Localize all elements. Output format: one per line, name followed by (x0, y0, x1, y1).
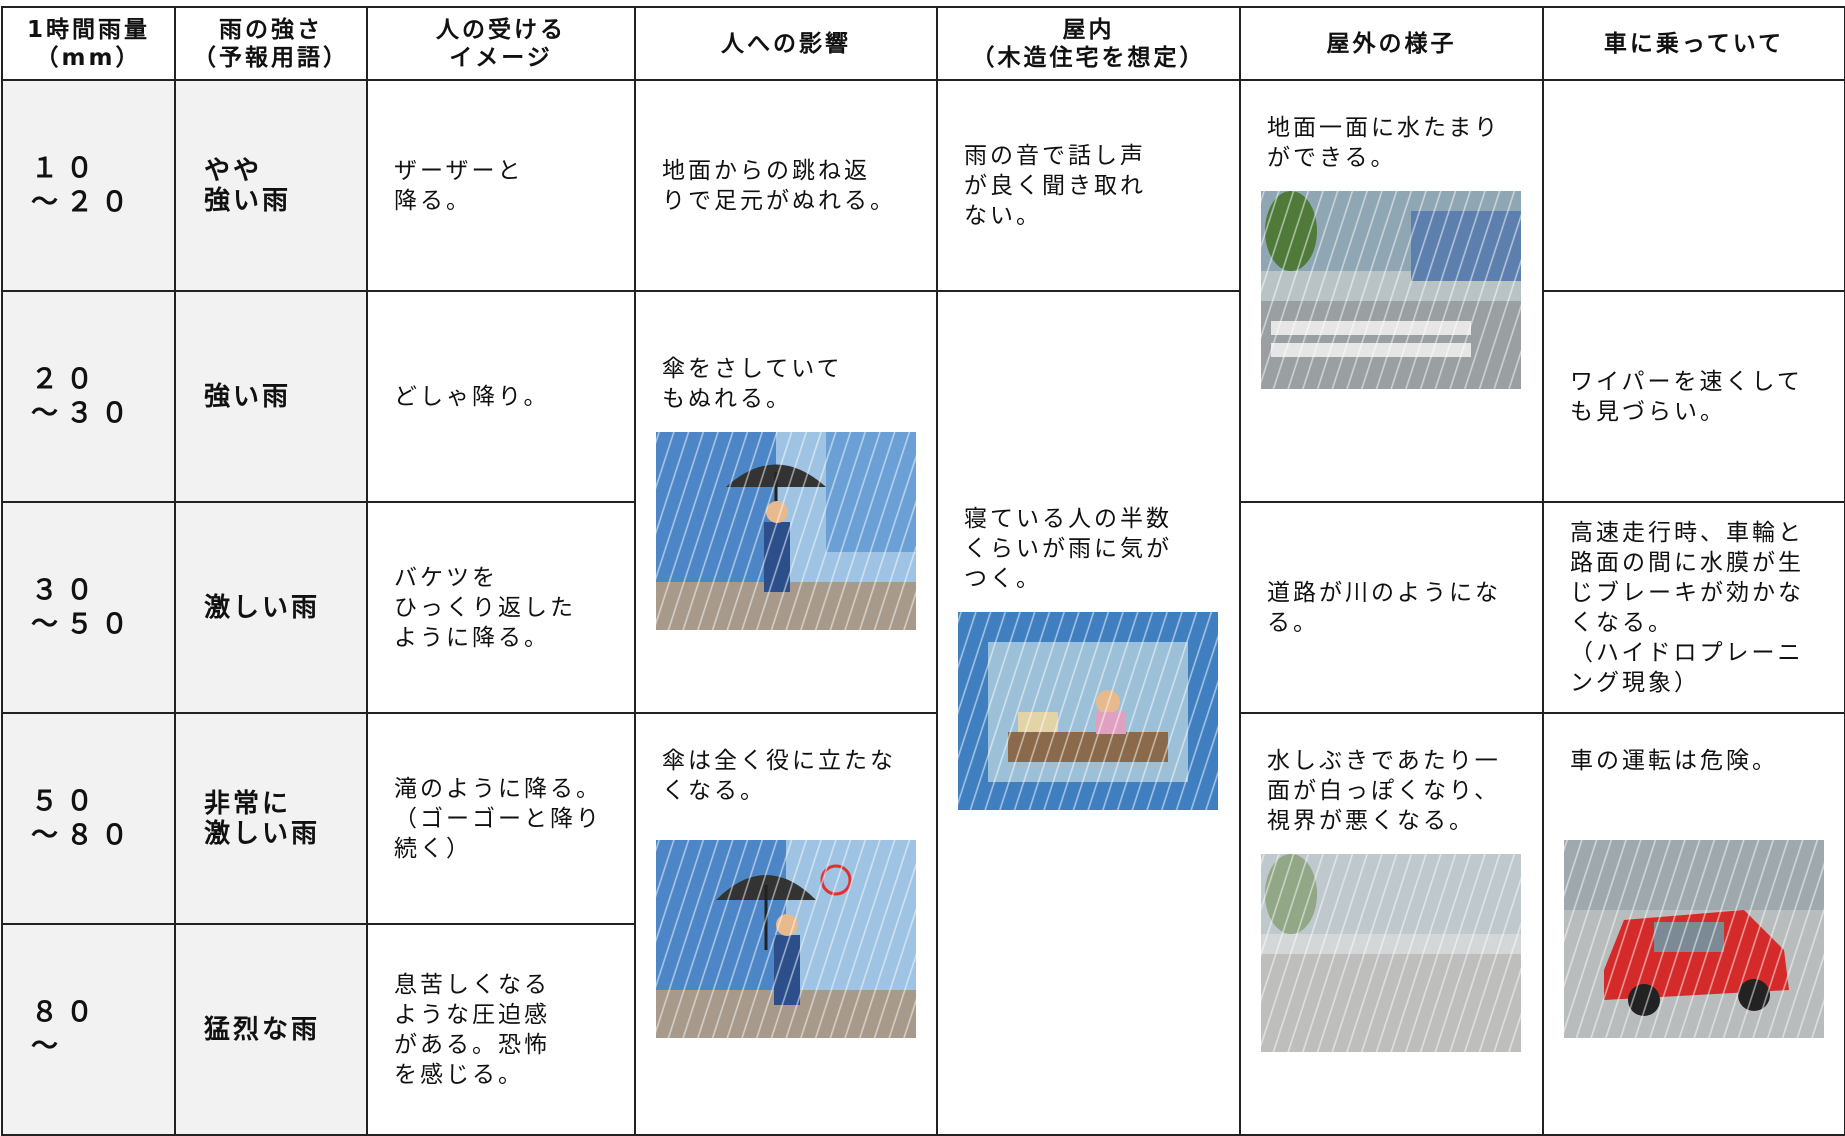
image-text: どしゃ降り。 (366, 290, 636, 503)
intensity: 激しい雨 (174, 501, 368, 714)
amount: ２０ ～３０ (1, 290, 176, 503)
image-text: 息苦しくなる ような圧迫感 がある。恐怖 を感じる。 (366, 923, 636, 1136)
person-effect: 傘をさしていて もぬれる。 (634, 290, 938, 714)
outdoor-text: 地面一面に水たまり ができる。 (1267, 115, 1501, 171)
car-effect: 高速走行時、車輪と 路面の間に水膜が生 じブレーキが効かな くなる。 （ハイドロ… (1542, 501, 1845, 714)
image-text: 滝のように降る。 （ゴーゴーと降り 続く） (366, 712, 636, 925)
car-illustration (1564, 840, 1824, 1038)
row: １０ ～２０ やや 強い雨 ザーザーと 降る。 地面からの跳ね返 りで足元がぬれ… (1, 79, 1845, 503)
outdoor: 水しぶきであたり一 面が白っぽくなり、 視界が悪くなる。 (1239, 712, 1544, 1136)
indoor: 寝ている人の半数 くらいが雨に気が つく。 (936, 290, 1241, 1136)
person-text: 傘をさしていて もぬれる。 (662, 356, 843, 412)
street-illustration (1261, 854, 1521, 1052)
outdoor: 地面一面に水たまり ができる。 (1239, 79, 1544, 503)
row: ８０ ～ 猛烈な雨 息苦しくなる ような圧迫感 がある。恐怖 を感じる。 (1, 923, 1845, 1136)
person-text: 傘は全く役に立たな くなる。 (662, 748, 896, 804)
umbrella-illustration (656, 840, 916, 1038)
row: ２０ ～３０ 強い雨 どしゃ降り。 傘をさしていて もぬれる。 寝ている人の半数… (1, 290, 1845, 1136)
car-empty (1542, 79, 1845, 292)
umbrella-illustration (656, 432, 916, 630)
car-effect: 車の運転は危険。 (1542, 712, 1845, 1136)
header-cell: 雨の強さ （予報用語） (174, 6, 368, 81)
amount: ５０ ～８０ (1, 712, 176, 925)
bedroom-illustration (958, 612, 1218, 810)
intensity: 猛烈な雨 (174, 923, 368, 1136)
row: ３０ ～５０ 激しい雨 バケツを ひっくり返した ように降る。 道路が川のように… (1, 501, 1845, 714)
indoor: 雨の音で話し声 が良く聞き取れ ない。 (936, 79, 1241, 292)
person-effect: 地面からの跳ね返 りで足元がぬれる。 (634, 79, 938, 292)
page: 1時間雨量 （mm） 雨の強さ （予報用語） 人の受ける イメージ 人への影響 … (0, 6, 1845, 1136)
outdoor: 道路が川のようにな る。 (1239, 501, 1544, 714)
header-cell: 人への影響 (634, 6, 938, 81)
outdoor-text: 水しぶきであたり一 面が白っぽくなり、 視界が悪くなる。 (1267, 748, 1501, 834)
amount: ８０ ～ (1, 923, 176, 1136)
header-row: 1時間雨量 （mm） 雨の強さ （予報用語） 人の受ける イメージ 人への影響 … (1, 6, 1845, 81)
intensity: 非常に 激しい雨 (174, 712, 368, 925)
header-cell: 屋外の様子 (1239, 6, 1544, 81)
amount: ３０ ～５０ (1, 501, 176, 714)
header-cell: 1時間雨量 （mm） (1, 6, 176, 81)
intensity: 強い雨 (174, 290, 368, 503)
person-effect: 傘は全く役に立たな くなる。 (634, 712, 938, 1136)
header-cell: 屋内 （木造住宅を想定） (936, 6, 1241, 81)
header-cell: 人の受ける イメージ (366, 6, 636, 81)
header-cell: 車に乗っていて (1542, 6, 1845, 81)
row: ５０ ～８０ 非常に 激しい雨 滝のように降る。 （ゴーゴーと降り 続く） 傘は… (1, 712, 1845, 1136)
rain-table: 1時間雨量 （mm） 雨の強さ （予報用語） 人の受ける イメージ 人への影響 … (1, 6, 1845, 1136)
indoor-text: 寝ている人の半数 くらいが雨に気が つく。 (964, 506, 1172, 592)
car-effect: ワイパーを速くして も見づらい。 (1542, 290, 1845, 503)
intensity: やや 強い雨 (174, 79, 368, 292)
image-text: バケツを ひっくり返した ように降る。 (366, 501, 636, 714)
street-illustration (1261, 191, 1521, 389)
image-text: ザーザーと 降る。 (366, 79, 636, 292)
amount: １０ ～２０ (1, 79, 176, 292)
car-text: 車の運転は危険。 (1570, 748, 1778, 774)
